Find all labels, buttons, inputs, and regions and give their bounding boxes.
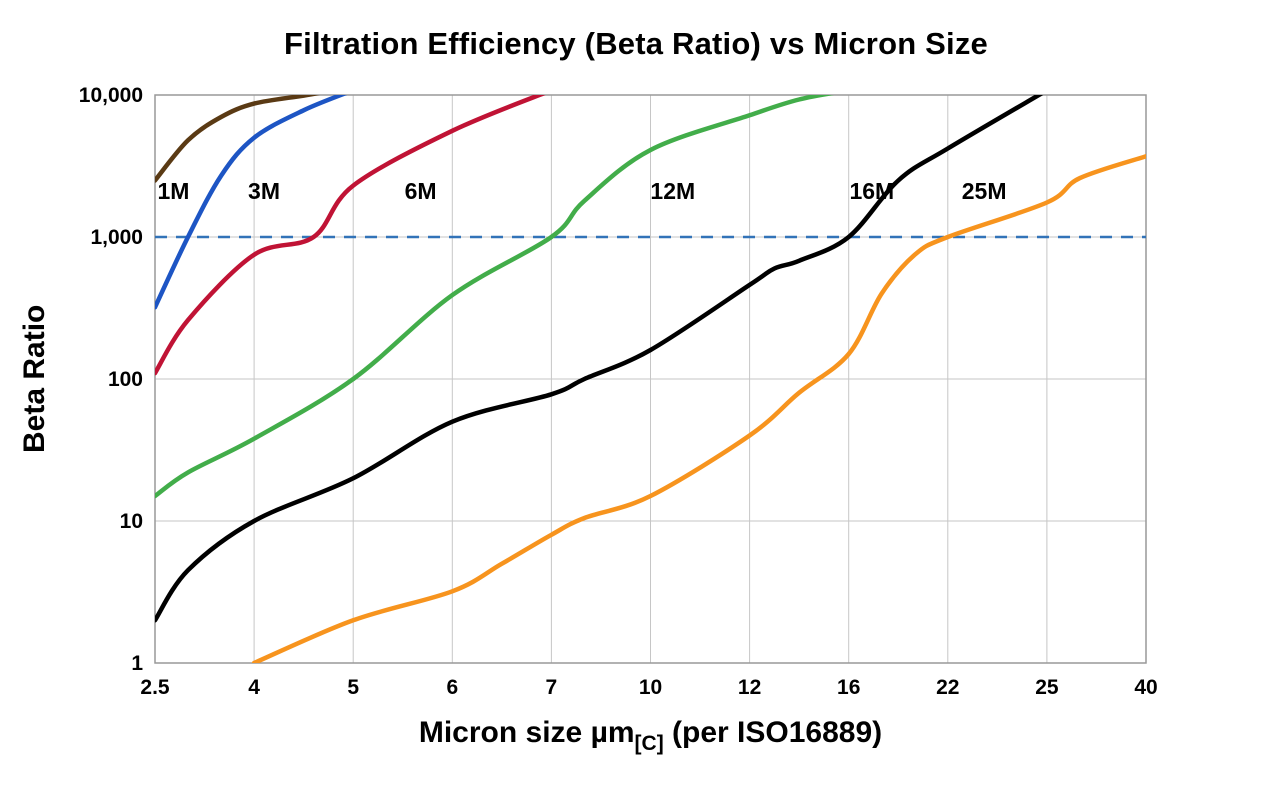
- series-label-25M: 25M: [962, 178, 1007, 204]
- series-curves: [155, 95, 1146, 663]
- x-tick-22: 22: [936, 676, 959, 699]
- chart-title: Filtration Efficiency (Beta Ratio) vs Mi…: [284, 26, 988, 61]
- series-line-16M: [155, 95, 1044, 623]
- series-line-25M: [251, 154, 1146, 663]
- x-tick-25: 25: [1035, 676, 1059, 699]
- plot-border: [154, 94, 1147, 664]
- series-label-1M: 1M: [158, 178, 190, 204]
- x-axis-label: Micron size µm[C] (per ISO16889): [155, 716, 1146, 755]
- x-tick-6: 6: [446, 676, 458, 699]
- series-label-6M: 6M: [405, 178, 437, 204]
- x-tick-12: 12: [738, 676, 761, 699]
- x-tick-7: 7: [546, 676, 558, 699]
- x-tick-4: 4: [248, 676, 260, 699]
- x-axis-label-main: Micron size µm: [418, 716, 635, 749]
- y-tick-10: 10: [120, 510, 143, 533]
- series-label-12M: 12M: [650, 178, 695, 204]
- x-axis-label-suffix: (per ISO16889): [663, 716, 883, 749]
- series-line-1M: [155, 95, 321, 183]
- x-tick-5: 5: [347, 676, 359, 699]
- series-line-6M: [155, 95, 546, 376]
- series-label-3M: 3M: [248, 178, 280, 204]
- series-line-12M: [155, 95, 834, 499]
- x-axis-label-subscript: [C]: [634, 732, 664, 755]
- x-tick-10: 10: [639, 676, 662, 699]
- y-tick-10,000: 10,000: [79, 84, 143, 107]
- y-tick-100: 100: [108, 368, 143, 391]
- y-tick-1: 1: [131, 652, 143, 675]
- series-line-3M: [155, 95, 348, 310]
- y-tick-1,000: 1,000: [90, 226, 143, 249]
- x-tick-40: 40: [1134, 676, 1157, 699]
- x-tick-2.5: 2.5: [140, 676, 170, 699]
- x-tick-16: 16: [837, 676, 860, 699]
- series-label-16M: 16M: [849, 178, 894, 204]
